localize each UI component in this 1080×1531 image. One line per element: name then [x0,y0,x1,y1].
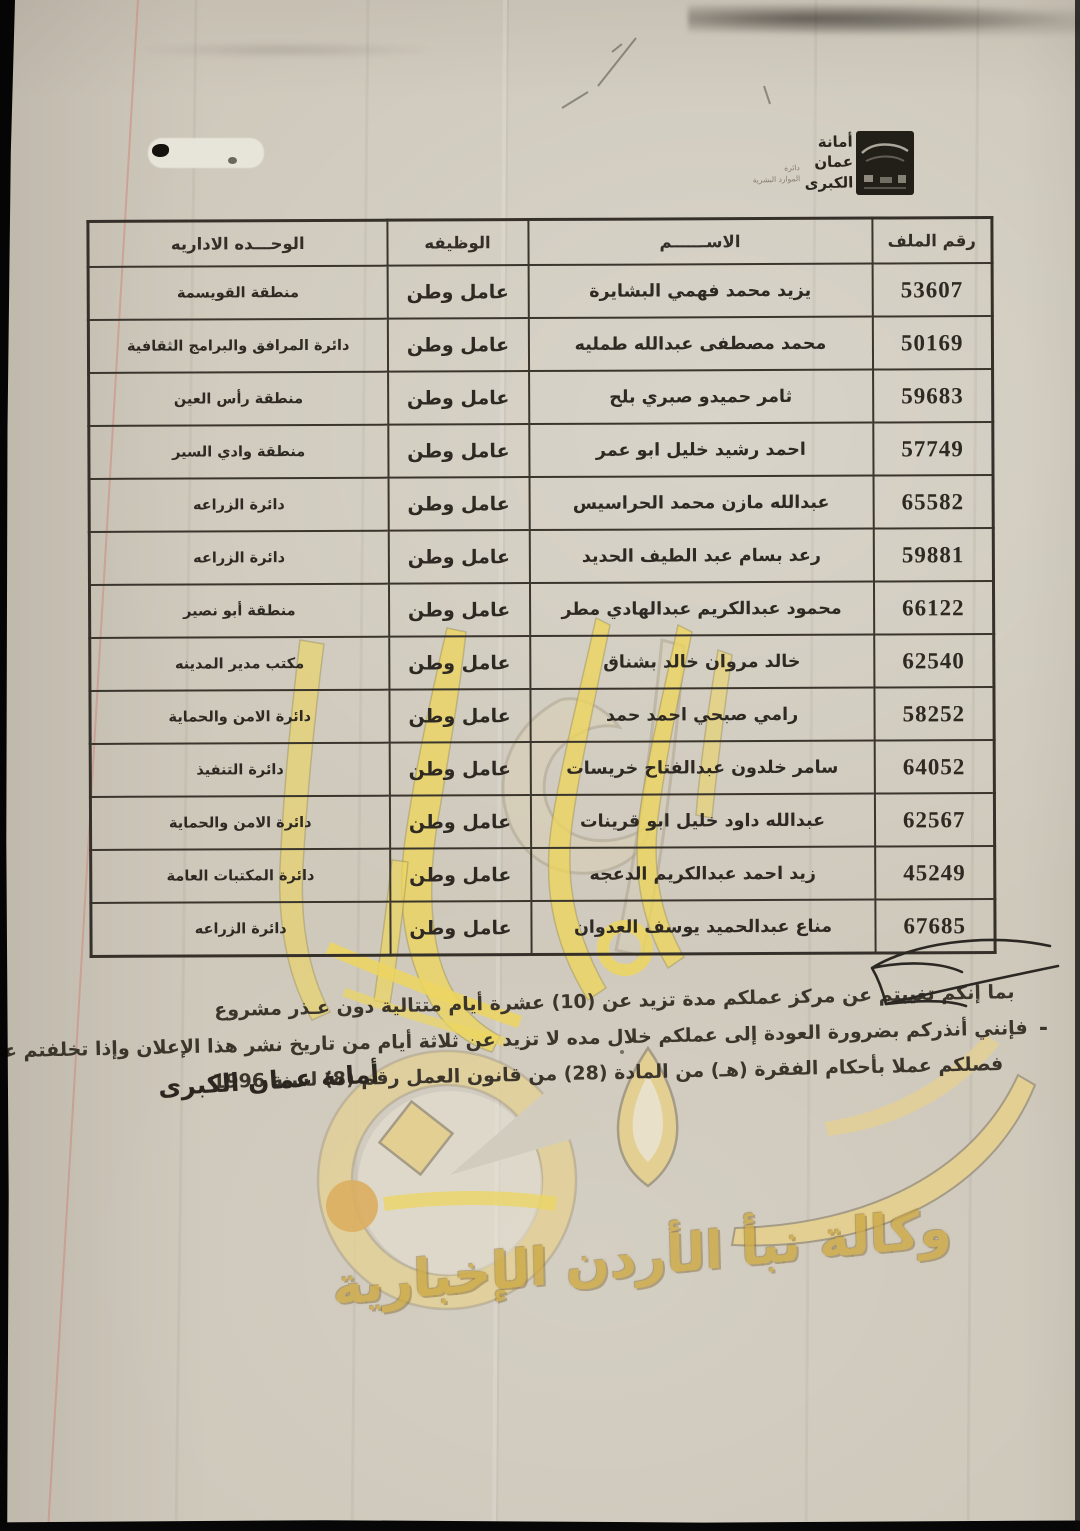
unit-cell: منطقة القويسمة [88,265,388,320]
col-header-file-no: رقم الملف [871,217,993,264]
unit-cell: دائرة الزراعه [89,477,389,532]
ink-blob-small [228,157,237,164]
name-cell: مناع عبدالحميد يوسف العدوان [530,899,876,955]
name-cell: زيد احمد عبدالكريم الدعجه [530,846,875,902]
notice-line-1: بما إنكم تغيبتم عن مركز عملكم مدة تزيد ع… [213,981,1015,1022]
name-cell: سامر خلدون عبدالفتاح خريسات [530,740,875,796]
job-cell: عامل وطن [388,530,530,584]
unit-cell: دائرة المكتبات العامة [90,848,390,903]
file-no-cell: 62567 [874,793,995,847]
col-header-unit: الوحـــده الاداريه [87,220,388,267]
job-cell: عامل وطن [389,848,531,902]
file-no-cell: 66122 [873,581,994,635]
table-row: 53607 يزيد محمد فهمي البشايرة عامل وطن م… [88,263,993,320]
table-row: 59881 رعد بسام عبد الطيف الحديد عامل وطن… [89,528,994,585]
job-cell: عامل وطن [389,901,532,956]
unit-cell: دائرة التنفيذ [90,742,390,797]
dept-line2: الموارد البشرية [752,174,801,185]
table-header-row: رقم الملف الاســــــم الوظيفه الوحـــده … [87,217,993,267]
scan-edge-right [1075,0,1080,1531]
unit-cell: منطقة رأس العين [88,371,388,426]
employees-table: رقم الملف الاســــــم الوظيفه الوحـــده … [86,216,997,958]
job-cell: عامل وطن [387,371,529,425]
col-header-job: الوظيفه [386,219,529,266]
ink-speck [620,1050,624,1054]
job-cell: عامل وطن [387,265,529,319]
file-no-cell: 59881 [873,528,994,582]
org-name-line3: الكبرى [804,172,854,192]
scan-smudge-top-right [688,4,1080,36]
unit-cell: دائرة الامن والحماية [89,689,390,744]
job-cell: عامل وطن [388,477,530,531]
table-row: 59683 ثامر حميدو صبري بلح عامل وطن منطقة… [88,369,993,426]
name-cell: ثامر حميدو صبري بلح [528,369,873,425]
file-no-cell: 59683 [872,369,993,423]
unit-cell: منطقة وادي السير [88,424,389,479]
file-no-cell: 58252 [873,687,995,741]
ink-blob [152,144,169,157]
file-no-cell: 64052 [874,740,995,794]
unit-cell: مكتب مدير المدينه [89,636,389,691]
col-header-name: الاســــــم [527,218,873,266]
name-cell: يزيد محمد فهمي البشايرة [528,263,873,319]
org-name-line1: أمانة [817,132,853,152]
job-cell: عامل وطن [388,636,530,690]
job-cell: عامل وطن [387,318,529,372]
file-no-cell: 67685 [874,899,996,954]
notice-bullet-dash: - [1038,1016,1048,1041]
org-name-line2: عمان [814,152,854,172]
name-cell: رعد بسام عبد الطيف الحديد [529,528,874,584]
name-cell: احمد رشيد خليل ابو عمر [528,422,874,478]
job-cell: عامل وطن [388,583,530,637]
unit-cell: دائرة الزراعه [90,901,391,957]
name-cell: خالد مروان خالد بشناق [529,634,874,690]
department-name-block: دائرة الموارد البشرية [744,162,801,186]
scan-edge-bottom [0,1520,1080,1531]
name-cell: عبدالله داود خليل ابو قرينات [530,793,875,849]
name-cell: محمود عبدالكريم عبدالهادي مطر [529,581,874,637]
table-row: 62540 خالد مروان خالد بشناق عامل وطن مكت… [89,634,994,691]
municipality-logo-icon [856,131,914,195]
table-row: 62567 عبدالله داود خليل ابو قرينات عامل … [90,793,995,850]
file-no-cell: 65582 [873,475,994,529]
name-cell: محمد مصطفى عبدالله طمليه [528,316,873,372]
org-name-block: أمانة عمان الكبرى [792,131,853,193]
job-cell: عامل وطن [389,795,531,849]
job-cell: عامل وطن [387,424,530,478]
name-cell: عبدالله مازن محمد الحراسيس [529,475,874,531]
file-no-cell: 45249 [874,846,995,900]
table-row: 64052 سامر خلدون عبدالفتاح خريسات عامل و… [90,740,995,797]
name-cell: رامي صبحي احمد حمد [529,687,875,743]
unit-cell: دائرة الامن والحماية [90,795,390,850]
job-cell: عامل وطن [388,689,531,743]
unit-cell: دائرة الزراعه [89,530,389,585]
file-no-cell: 53607 [872,263,993,317]
file-no-cell: 62540 [873,634,994,688]
unit-cell: منطقة أبو نصير [89,583,389,638]
scan-smudge-top-left [140,42,430,58]
table-row: 57749 احمد رشيد خليل ابو عمر عامل وطن من… [88,422,994,479]
table-row: 58252 رامي صبحي احمد حمد عامل وطن دائرة … [89,687,995,744]
table-row: 66122 محمود عبدالكريم عبدالهادي مطر عامل… [89,581,994,638]
table-row: 45249 زيد احمد عبدالكريم الدعجه عامل وطن… [90,846,995,903]
file-no-cell: 57749 [872,422,994,476]
table-row: 67685 مناع عبدالحميد يوسف العدوان عامل و… [90,899,996,957]
table-row: 50169 محمد مصطفى عبدالله طمليه عامل وطن … [88,316,993,373]
unit-cell: دائرة المرافق والبرامج الثقافية [88,318,388,373]
table-row: 65582 عبدالله مازن محمد الحراسيس عامل وط… [89,475,994,532]
file-no-cell: 50169 [872,316,993,370]
signature-org-name: أمانة عمان الكبرى [157,1059,380,1102]
job-cell: عامل وطن [389,742,531,796]
